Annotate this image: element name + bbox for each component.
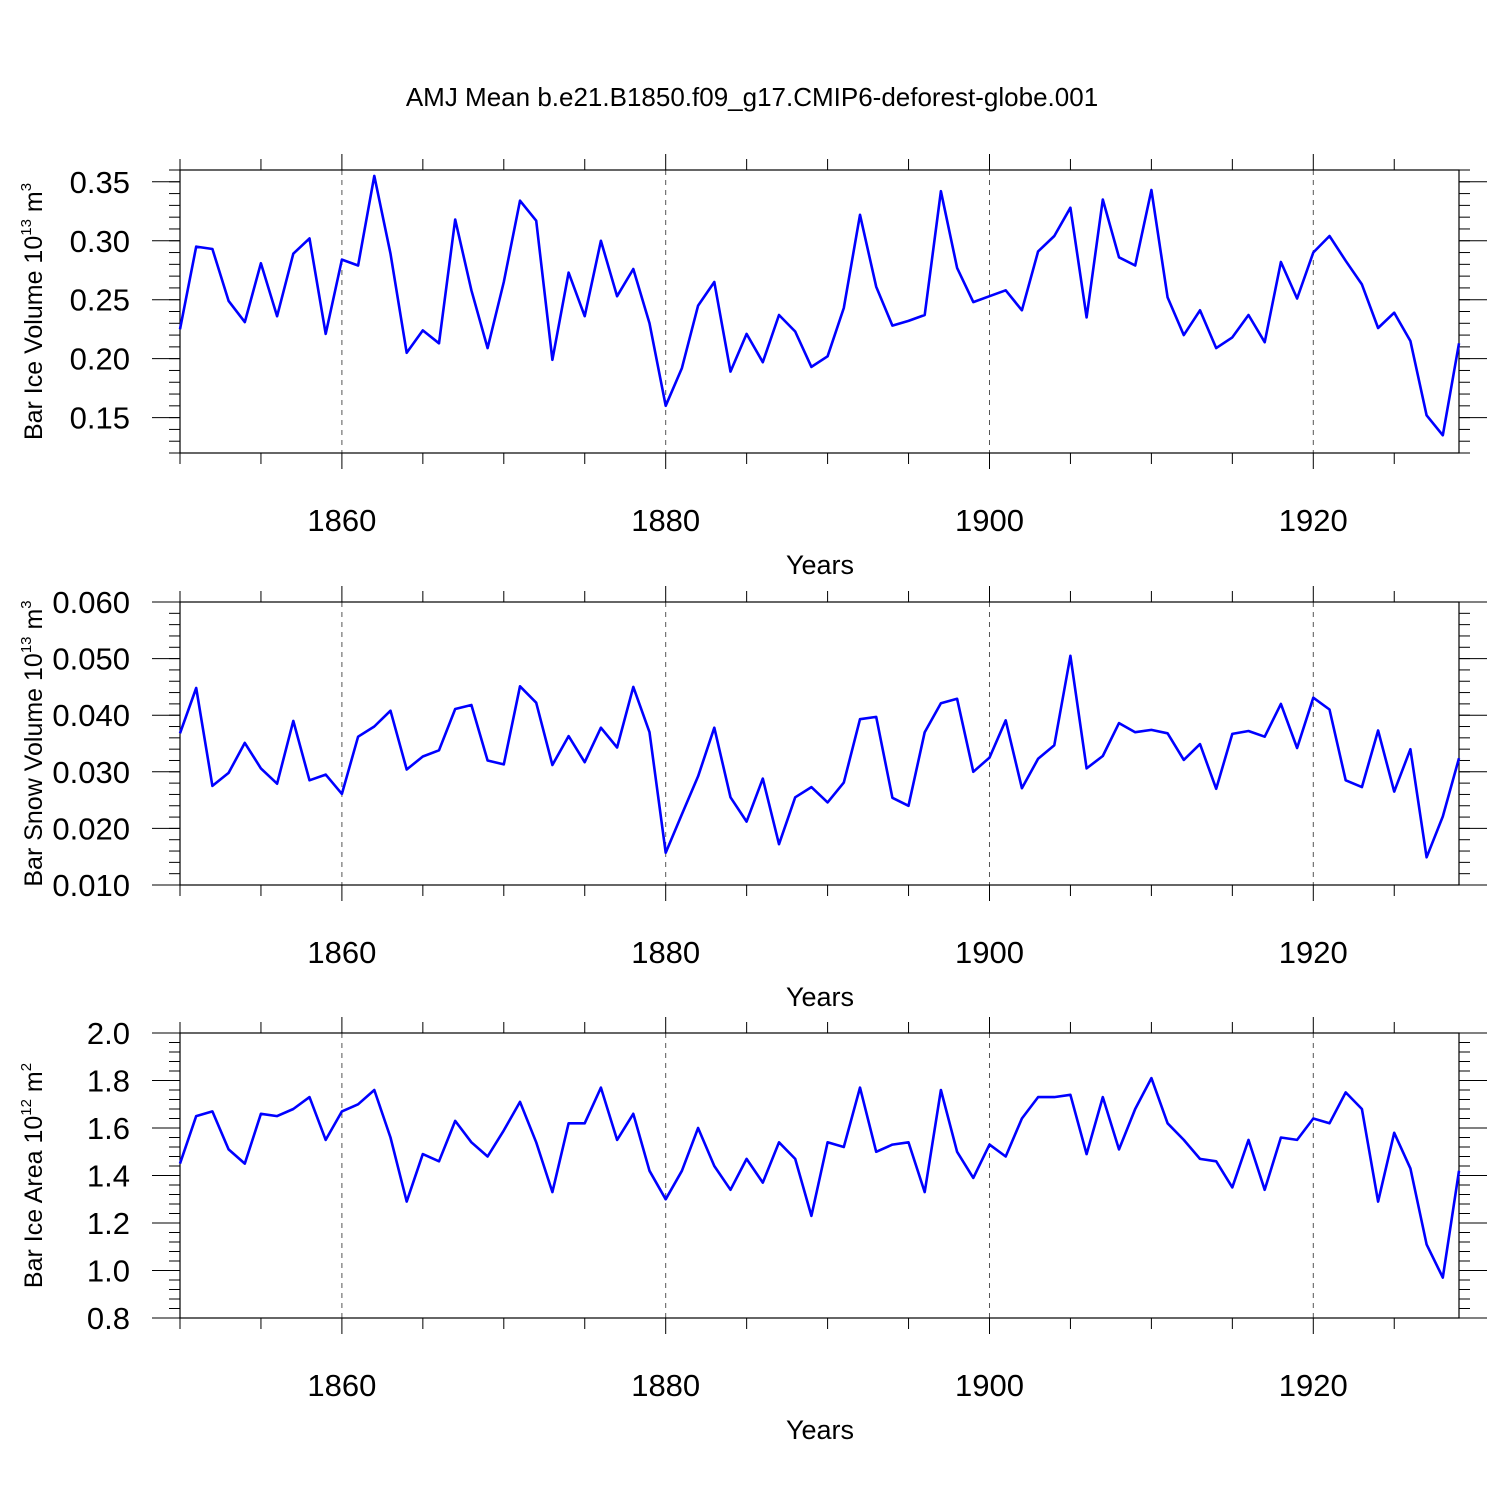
series-line	[178, 1076, 1461, 1279]
x-tick-label: 1920	[1279, 503, 1348, 538]
x-tick-label: 1880	[631, 935, 700, 970]
series-line	[178, 654, 1461, 859]
chart-panel-3: 0.8 1.0 1.2 1.4 1.6 1.8 2.0 1860 1880 1900 1920 Yea…	[18, 1016, 1487, 1445]
x-tick-label: 1880	[631, 503, 700, 538]
y-tick-label: 0.020	[52, 811, 130, 846]
y-axis-label: Bar Ice Volume 1013 m3	[18, 183, 48, 440]
y-tick-label: 0.35	[70, 165, 130, 200]
y-tick-label: 0.060	[52, 585, 130, 620]
y-axis-label: Bar Snow Volume 1013 m3	[18, 600, 48, 886]
x-tick-label: 1860	[307, 935, 376, 970]
x-tick-label: 1860	[307, 1368, 376, 1403]
y-tick-label: 1.0	[87, 1254, 130, 1289]
y-tick-label: 0.010	[52, 868, 130, 903]
series-line	[178, 174, 1461, 437]
x-axis-label: Years	[786, 550, 854, 580]
y-tick-label: 0.15	[70, 401, 130, 436]
y-axis-label: Bar Ice Area 1012 m2	[18, 1063, 48, 1288]
panels: 0.15 0.20 0.25 0.30 0.35 1860 1880 1900 1920 Year…	[18, 154, 1487, 1445]
y-tick-label: 1.8	[87, 1064, 130, 1099]
x-tick-label: 1920	[1279, 935, 1348, 970]
y-tick-label: 0.030	[52, 755, 130, 790]
y-tick-label: 1.4	[87, 1159, 130, 1194]
x-tick-label: 1900	[955, 503, 1024, 538]
x-tick-label: 1860	[307, 503, 376, 538]
plot-frame	[179, 169, 1460, 454]
y-tick-label: 0.8	[87, 1301, 130, 1336]
x-tick-label: 1920	[1279, 1368, 1348, 1403]
y-tick-label: 0.25	[70, 283, 130, 318]
y-tick-label: 1.2	[87, 1206, 130, 1241]
y-tick-label: 0.20	[70, 342, 130, 377]
x-tick-label: 1880	[631, 1368, 700, 1403]
x-axis-label: Years	[786, 1415, 854, 1445]
x-axis-label: Years	[786, 982, 854, 1012]
chart-panel-2: 0.010 0.020 0.030 0.040 0.050 0.060 1860 1880 19…	[18, 585, 1487, 1012]
x-tick-label: 1900	[955, 1368, 1024, 1403]
y-tick-label: 0.040	[52, 698, 130, 733]
figure-title: AMJ Mean b.e21.B1850.f09_g17.CMIP6-defor…	[406, 82, 1098, 112]
chart-panel-1: 0.15 0.20 0.25 0.30 0.35 1860 1880 1900 1920 Year…	[18, 154, 1487, 580]
y-tick-label: 0.30	[70, 224, 130, 259]
y-tick-label: 0.050	[52, 642, 130, 677]
x-tick-label: 1900	[955, 935, 1024, 970]
plot-frame	[179, 601, 1460, 886]
y-tick-label: 2.0	[87, 1016, 130, 1051]
y-tick-label: 1.6	[87, 1111, 130, 1146]
